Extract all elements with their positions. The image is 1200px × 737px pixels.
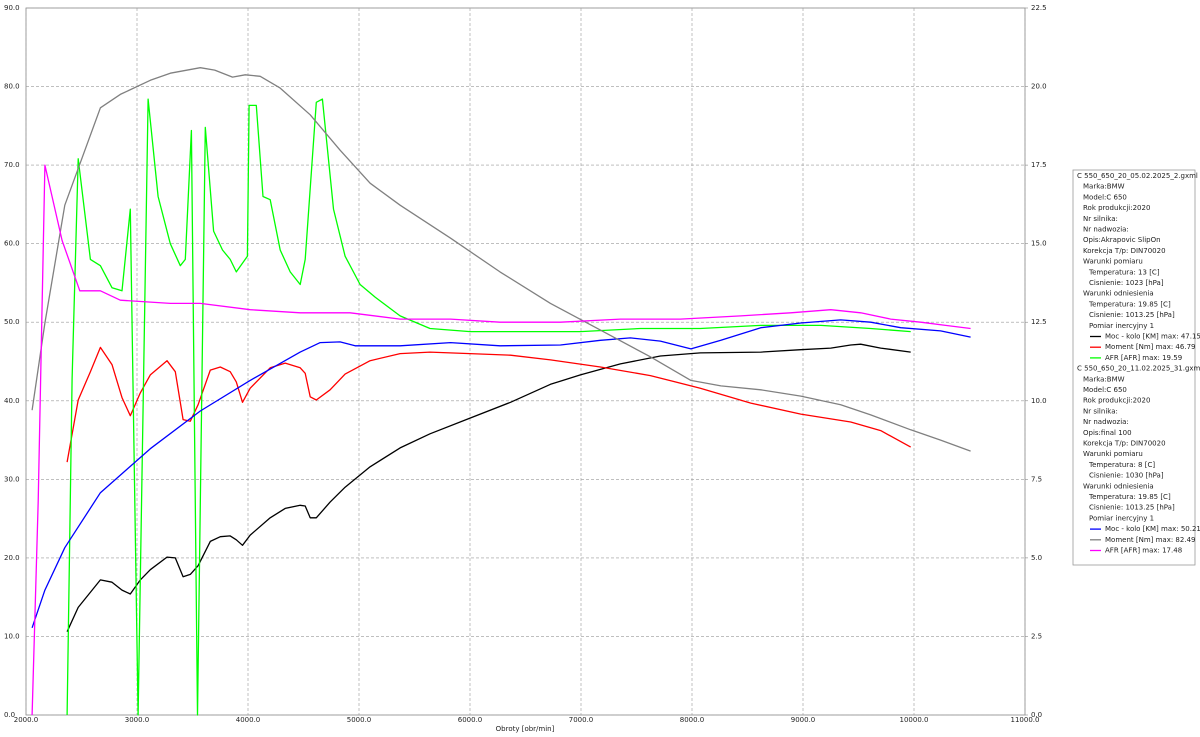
x-tick-label: 9000.0 <box>791 716 816 724</box>
legend-info: Opis:Akrapovic SlipOn <box>1083 236 1161 244</box>
legend-section: Warunki pomiaru <box>1083 258 1143 266</box>
legend-section: Warunki pomiaru <box>1083 450 1143 458</box>
legend-info: Cisnienie: 1023 [hPa] <box>1089 279 1164 287</box>
legend-info: Model:C 650 <box>1083 386 1127 394</box>
y-tick-label: 10.0 <box>4 632 20 640</box>
y-tick-label: 30.0 <box>4 475 20 483</box>
legend-info: Temperatura: 19.85 [C] <box>1088 300 1171 308</box>
y-tick-label: 70.0 <box>4 161 20 169</box>
x-tick-label: 6000.0 <box>458 716 483 724</box>
y2-tick-label: 20.0 <box>1031 83 1047 91</box>
legend-info: Marka:BMW <box>1083 183 1125 191</box>
series-line <box>31 319 971 629</box>
x-tick-label: 10000.0 <box>900 716 929 724</box>
y2-tick-label: 10.0 <box>1031 397 1047 405</box>
legend-label: Moment [Nm] max: 82.49 <box>1105 536 1195 544</box>
legend-section: Pomiar inercyjny 1 <box>1089 514 1154 522</box>
y-tick-label: 80.0 <box>4 83 20 91</box>
x-tick-label: 7000.0 <box>569 716 594 724</box>
y-tick-label: 40.0 <box>4 397 20 405</box>
series-line <box>31 67 971 452</box>
y-tick-label: 0.0 <box>4 711 15 719</box>
series-line <box>66 98 911 716</box>
legend-file: C 550_650_20_05.02.2025_2.gxml <box>1077 172 1198 180</box>
x-tick-label: 5000.0 <box>347 716 372 724</box>
legend-section: Warunki odniesienia <box>1083 482 1154 490</box>
x-tick-label: 4000.0 <box>236 716 261 724</box>
series-line <box>31 164 971 716</box>
legend-label: Moc - kolo [KM] max: 47.15 <box>1105 333 1200 341</box>
x-tick-label: 11000.0 <box>1011 716 1040 724</box>
legend-info: Model:C 650 <box>1083 193 1127 201</box>
y2-tick-label: 12.5 <box>1031 318 1047 326</box>
legend-info: Rok produkcji:2020 <box>1083 204 1150 212</box>
legend-info: Marka:BMW <box>1083 375 1125 383</box>
legend-label: Moment [Nm] max: 46.79 <box>1105 343 1195 351</box>
y2-tick-label: 22.5 <box>1031 4 1047 12</box>
y-tick-label: 20.0 <box>4 554 20 562</box>
legend-info: Nr silnika: <box>1083 215 1118 223</box>
legend-box <box>1072 169 1196 566</box>
legend-info: Korekcja T/p: DIN70020 <box>1083 440 1166 448</box>
legend-info: Nr nadwozia: <box>1083 226 1129 234</box>
x-tick-label: 2000.0 <box>14 716 39 724</box>
legend-info: Nr silnika: <box>1083 407 1118 415</box>
y2-tick-label: 15.0 <box>1031 240 1047 248</box>
y2-tick-label: 0.0 <box>1031 711 1042 719</box>
legend-info: Temperatura: 19.85 [C] <box>1088 493 1171 501</box>
legend-info: Korekcja T/p: DIN70020 <box>1083 247 1166 255</box>
y2-tick-label: 17.5 <box>1031 161 1047 169</box>
y-tick-label: 50.0 <box>4 318 20 326</box>
y2-tick-label: 7.5 <box>1031 475 1042 483</box>
legend-info: Cisnienie: 1030 [hPa] <box>1089 472 1164 480</box>
legend-label: Moc - kolo [KM] max: 50.21 <box>1105 525 1200 533</box>
x-tick-label: 8000.0 <box>680 716 705 724</box>
x-axis-title: Obroty [obr/min] <box>496 725 555 733</box>
legend-info: Nr nadwozia: <box>1083 418 1129 426</box>
y-tick-label: 60.0 <box>4 240 20 248</box>
legend-file: C 550_650_20_11.02.2025_31.gxml <box>1077 365 1200 373</box>
series-line <box>66 343 911 632</box>
plot-frame <box>25 7 1026 716</box>
x-tick-label: 3000.0 <box>125 716 150 724</box>
legend-info: Cisnienie: 1013.25 [hPa] <box>1089 504 1175 512</box>
legend-info: Cisnienie: 1013.25 [hPa] <box>1089 311 1175 319</box>
legend-info: Temperatura: 8 [C] <box>1088 461 1155 469</box>
legend-info: Opis:final 100 <box>1083 429 1132 437</box>
legend-section: Warunki odniesienia <box>1083 290 1154 298</box>
y2-tick-label: 5.0 <box>1031 554 1042 562</box>
y2-tick-label: 2.5 <box>1031 632 1042 640</box>
y-tick-label: 90.0 <box>4 4 20 12</box>
legend-info: Rok produkcji:2020 <box>1083 397 1150 405</box>
legend-label: AFR [AFR] max: 17.48 <box>1105 547 1182 555</box>
legend-info: Temperatura: 13 [C] <box>1088 268 1160 276</box>
legend-label: AFR [AFR] max: 19.59 <box>1105 354 1182 362</box>
legend-section: Pomiar inercyjny 1 <box>1089 322 1154 330</box>
